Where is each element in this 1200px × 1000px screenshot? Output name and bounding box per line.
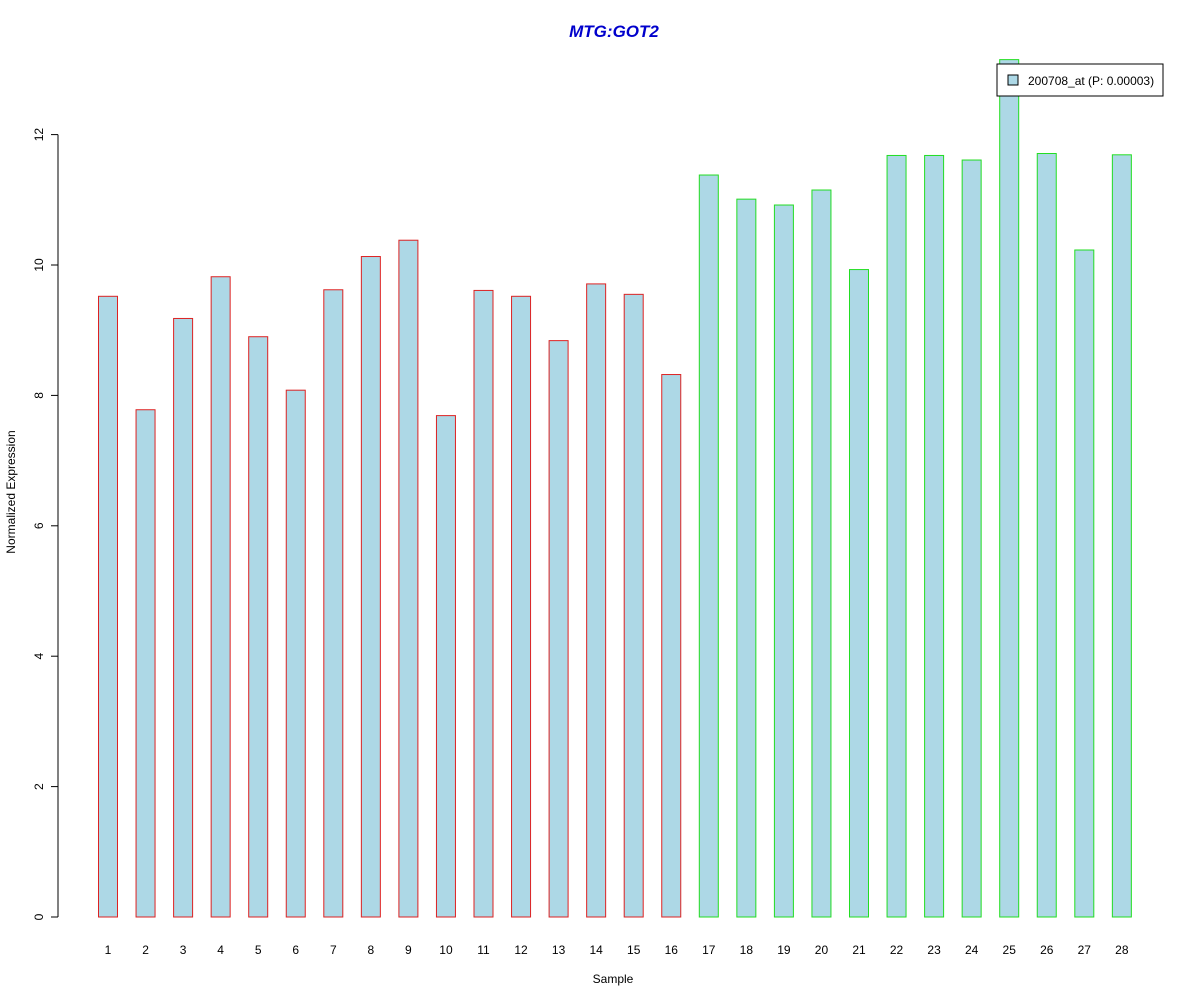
x-tick-label: 11: [477, 943, 490, 957]
bar-sample-11: [473, 289, 494, 918]
x-tick-label: 6: [292, 943, 299, 957]
x-tick-label: 21: [852, 943, 866, 957]
x-tick-label: 17: [702, 943, 716, 957]
bar-sample-15: [623, 293, 644, 918]
x-tick-label: 12: [514, 943, 528, 957]
x-tick-label: 18: [740, 943, 754, 957]
bar-sample-27: [1074, 249, 1095, 918]
x-tick-label: 19: [777, 943, 791, 957]
bar-sample-6: [285, 389, 306, 918]
bar-sample-19: [773, 204, 794, 918]
bar-sample-14: [586, 283, 607, 918]
x-tick-label: 8: [368, 943, 375, 957]
bar-sample-4: [210, 276, 231, 918]
bar-sample-1: [98, 295, 118, 918]
bar-sample-7: [323, 289, 344, 918]
x-tick-label: 22: [890, 943, 904, 957]
x-tick-label: 13: [552, 943, 566, 957]
x-tick-label: 25: [1003, 943, 1017, 957]
bar-sample-9: [398, 239, 419, 918]
x-tick-label: 9: [405, 943, 412, 957]
legend-label: 200708_at (P: 0.00003): [1028, 74, 1154, 88]
x-tick-label: 4: [217, 943, 224, 957]
y-axis-label: Normalized Expression: [4, 430, 18, 553]
y-axis: 0 2 4 6 8 10 12: [32, 128, 59, 920]
bar-sample-25: [999, 59, 1020, 918]
y-tick-label: 4: [32, 653, 46, 660]
y-tick-label: 10: [32, 258, 46, 272]
y-tick-label: 0: [32, 913, 46, 920]
bar-sample-28: [1111, 154, 1132, 918]
bars: [98, 59, 1132, 918]
bar-sample-18: [736, 198, 757, 918]
x-axis-label: Sample: [593, 972, 634, 986]
x-tick-label: 23: [927, 943, 941, 957]
x-tick-label: 27: [1078, 943, 1092, 957]
x-tick-label: 5: [255, 943, 262, 957]
bar-sample-24: [961, 159, 982, 918]
bar-sample-26: [1036, 153, 1057, 918]
bar-sample-8: [360, 256, 381, 918]
x-tick-label: 7: [330, 943, 337, 957]
legend: 200708_at (P: 0.00003): [996, 63, 1164, 97]
bar-sample-12: [511, 295, 532, 918]
bar-sample-2: [135, 409, 156, 918]
bar-sample-3: [173, 317, 194, 918]
x-tick-label: 3: [180, 943, 187, 957]
x-tick-label: 28: [1115, 943, 1129, 957]
bar-sample-20: [811, 189, 832, 918]
x-tick-label: 15: [627, 943, 641, 957]
bar-sample-13: [548, 340, 569, 918]
x-tick-label: 1: [105, 943, 112, 957]
x-tick-label: 10: [439, 943, 453, 957]
bar-sample-17: [698, 174, 719, 918]
chart-title: MTG:GOT2: [569, 22, 659, 41]
y-tick-label: 8: [32, 392, 46, 399]
y-tick-label: 2: [32, 783, 46, 790]
bar-sample-5: [248, 336, 269, 918]
x-tick-label: 24: [965, 943, 979, 957]
y-tick-label: 6: [32, 522, 46, 529]
bar-sample-23: [924, 154, 945, 918]
bar-sample-16: [661, 374, 682, 918]
x-tick-label: 26: [1040, 943, 1054, 957]
bar-sample-22: [886, 154, 907, 918]
y-tick-label: 12: [32, 128, 46, 142]
legend-box: [996, 63, 1164, 97]
x-tick-labels: 1 2 3 4 5 6 7 8 9 10 11 12 13 14 15 16 17 18 19 20 21 22 23 24 2…: [105, 943, 1129, 957]
x-tick-label: 2: [142, 943, 149, 957]
bar-sample-10: [435, 415, 456, 918]
x-tick-label: 20: [815, 943, 829, 957]
x-tick-label: 16: [665, 943, 679, 957]
bar-sample-21: [849, 269, 869, 918]
x-tick-label: 14: [589, 943, 603, 957]
legend-swatch: [1007, 74, 1019, 86]
